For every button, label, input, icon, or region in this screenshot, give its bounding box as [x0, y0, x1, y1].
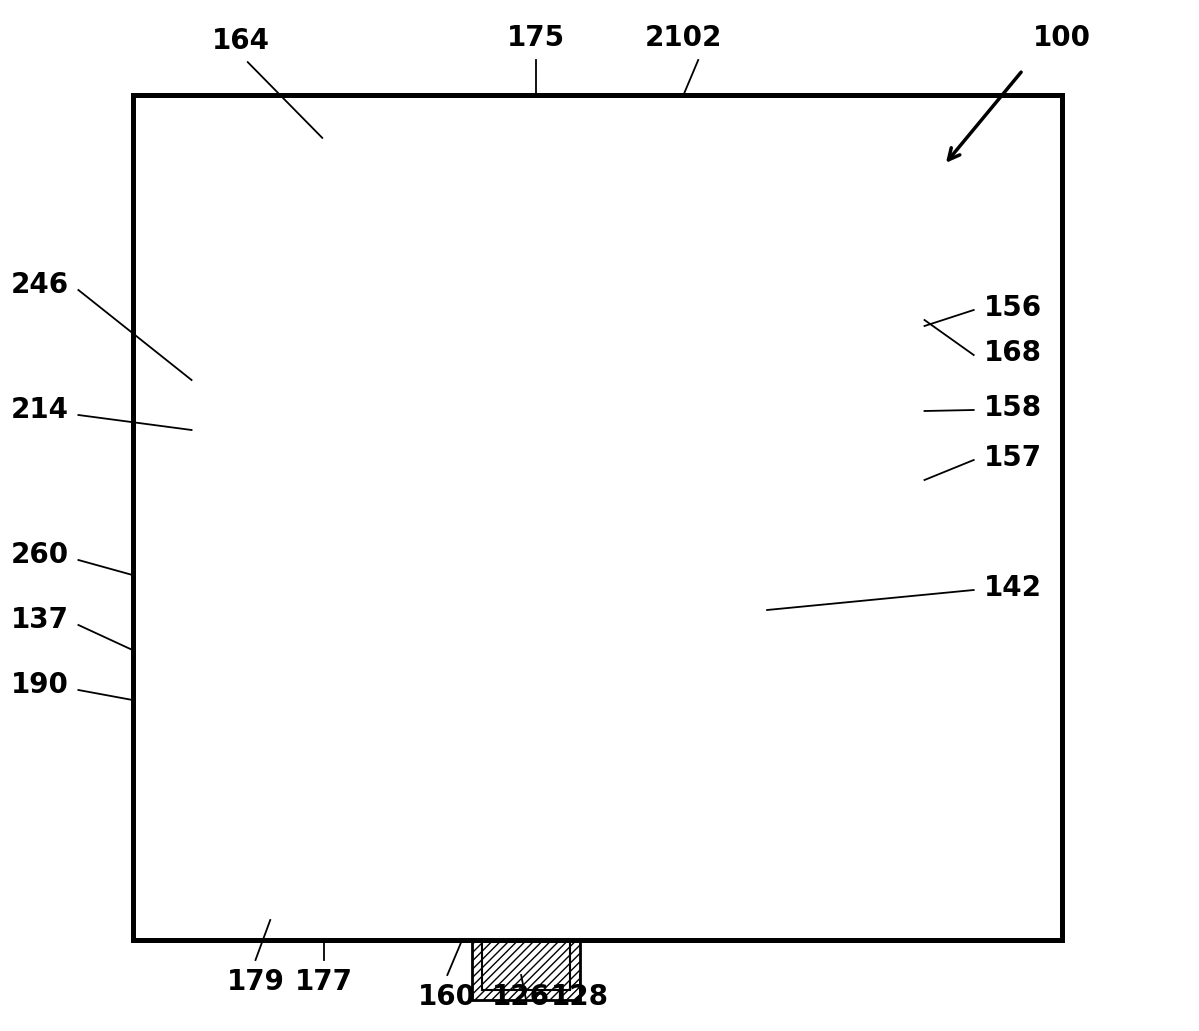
Text: 175: 175: [507, 24, 565, 52]
Text: 157: 157: [983, 444, 1042, 472]
Text: 2102: 2102: [645, 24, 722, 52]
Bar: [428, 820, 639, 870]
Bar: [309, 225, 359, 555]
Bar: [763, 195, 875, 555]
Text: 160: 160: [418, 983, 476, 1011]
Bar: [763, 310, 875, 430]
Bar: [428, 555, 639, 940]
Bar: [428, 555, 501, 940]
Text: 126: 126: [492, 983, 550, 1011]
Bar: [639, 555, 767, 700]
Text: 156: 156: [983, 294, 1042, 322]
Text: 100: 100: [1034, 24, 1091, 52]
Bar: [875, 270, 924, 365]
Bar: [880, 275, 920, 360]
Bar: [763, 430, 875, 555]
Bar: [639, 555, 767, 700]
Bar: [309, 195, 763, 555]
Text: 137: 137: [11, 606, 68, 634]
Bar: [763, 195, 875, 310]
Bar: [875, 430, 924, 530]
Bar: [880, 435, 920, 525]
Text: 177: 177: [295, 968, 354, 996]
Bar: [309, 530, 763, 555]
Text: 246: 246: [11, 271, 68, 299]
Text: 128: 128: [552, 983, 609, 1011]
Bar: [251, 912, 428, 940]
Bar: [472, 870, 580, 1000]
Text: 190: 190: [11, 671, 68, 699]
Text: 168: 168: [983, 339, 1042, 367]
Bar: [880, 435, 920, 525]
Bar: [133, 95, 1062, 940]
Bar: [133, 555, 309, 700]
Circle shape: [363, 200, 709, 550]
Bar: [482, 875, 571, 990]
Text: 179: 179: [227, 968, 284, 996]
Bar: [880, 275, 920, 360]
Text: 260: 260: [11, 541, 68, 569]
Circle shape: [857, 401, 878, 421]
Bar: [133, 95, 1062, 940]
Bar: [133, 650, 1062, 940]
Bar: [133, 555, 1062, 650]
Bar: [501, 560, 576, 820]
Bar: [192, 270, 309, 530]
Circle shape: [691, 612, 725, 648]
Circle shape: [857, 315, 878, 336]
Bar: [709, 225, 763, 430]
Text: 214: 214: [11, 396, 68, 424]
Text: 164: 164: [212, 27, 270, 55]
Text: 158: 158: [983, 394, 1042, 422]
Bar: [309, 195, 763, 225]
Bar: [246, 880, 309, 940]
Bar: [625, 395, 875, 428]
Bar: [576, 555, 639, 940]
Circle shape: [617, 401, 637, 421]
Bar: [501, 820, 576, 870]
Text: 142: 142: [983, 574, 1042, 602]
Bar: [133, 95, 1062, 940]
Bar: [482, 875, 571, 990]
Bar: [625, 310, 875, 342]
Circle shape: [617, 315, 637, 336]
